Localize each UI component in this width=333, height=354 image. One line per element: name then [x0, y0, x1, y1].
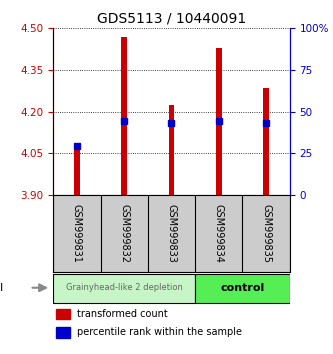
- Bar: [168, 105, 174, 195]
- Text: GSM999831: GSM999831: [72, 204, 82, 263]
- Text: control: control: [220, 283, 264, 293]
- Bar: [56, 327, 70, 338]
- Text: GSM999835: GSM999835: [261, 204, 271, 263]
- Text: GSM999832: GSM999832: [119, 204, 129, 263]
- Bar: [74, 149, 80, 195]
- Bar: [216, 48, 222, 195]
- Bar: [56, 309, 70, 319]
- Text: Grainyhead-like 2 depletion: Grainyhead-like 2 depletion: [66, 283, 182, 292]
- Text: transformed count: transformed count: [77, 309, 168, 319]
- Bar: [195, 274, 290, 303]
- Bar: [263, 88, 269, 195]
- Text: percentile rank within the sample: percentile rank within the sample: [77, 327, 242, 337]
- Text: protocol: protocol: [0, 283, 4, 293]
- Text: GSM999834: GSM999834: [214, 204, 224, 263]
- Bar: [53, 274, 195, 303]
- Text: GSM999833: GSM999833: [166, 204, 176, 263]
- Title: GDS5113 / 10440091: GDS5113 / 10440091: [97, 12, 246, 26]
- Bar: [121, 37, 127, 195]
